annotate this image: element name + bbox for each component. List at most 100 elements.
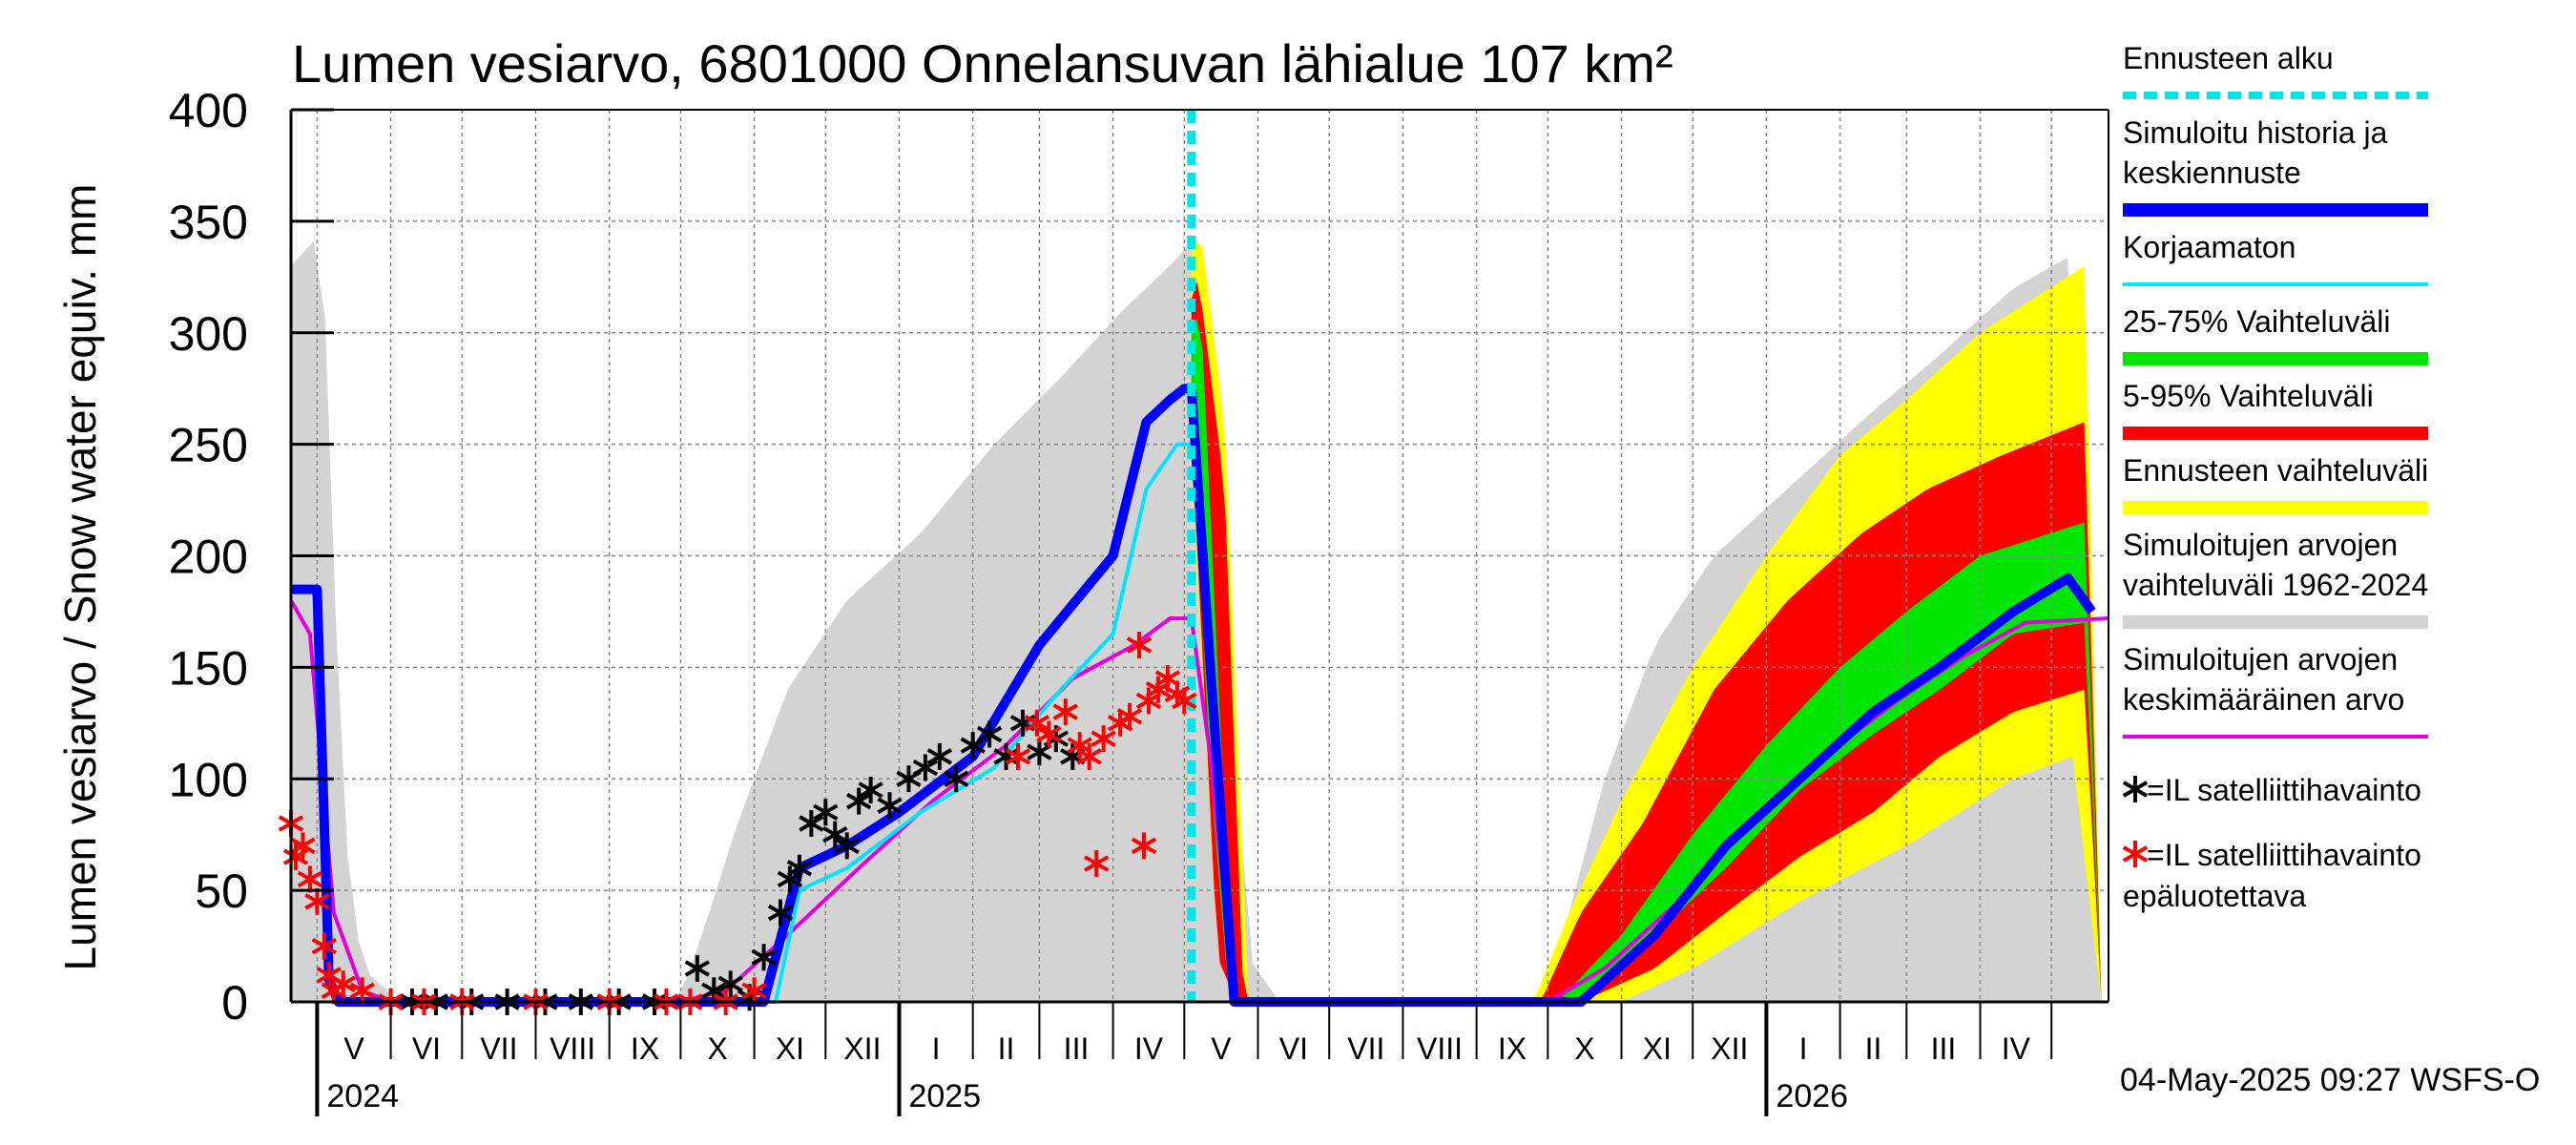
y-tick-label: 400 — [169, 84, 248, 137]
month-label: XII — [1711, 1031, 1748, 1066]
legend-item-4: 5-95% Vaihteluväli — [2123, 379, 2428, 440]
month-label: III — [1931, 1031, 1957, 1066]
observation-point — [1116, 702, 1143, 730]
month-label: IX — [631, 1031, 659, 1066]
legend-item-3: 25-75% Vaihteluväli — [2123, 304, 2428, 365]
month-label: IV — [2002, 1031, 2031, 1066]
observation-point — [751, 944, 777, 971]
marker-stroke — [926, 748, 953, 765]
marker-stroke — [1154, 670, 1181, 687]
legend-label: Simuloitu historia ja — [2123, 115, 2388, 150]
marker-stroke — [1116, 708, 1143, 725]
observation-point — [1005, 742, 1031, 770]
legend-item-2: Korjaamaton — [2123, 230, 2428, 286]
observation-point — [1131, 832, 1157, 860]
legend-item-7: Simuloitujen arvojen keskimääräinen arvo — [2123, 642, 2428, 739]
observation-point — [349, 977, 375, 1005]
observation-point — [1036, 720, 1062, 748]
month-label: XI — [776, 1031, 804, 1066]
month-label: VIII — [1417, 1031, 1463, 1066]
observation-point — [1052, 698, 1078, 726]
observation-point — [304, 887, 330, 915]
legend-item-9: =IL satelliittihavainto epäluotettava — [2122, 838, 2421, 913]
observation-point — [912, 754, 939, 781]
month-label: X — [707, 1031, 727, 1066]
month-label: I — [932, 1031, 941, 1066]
observation-point — [330, 970, 356, 998]
marker-stroke — [786, 860, 813, 877]
legend-label: Korjaamaton — [2123, 230, 2296, 264]
marker-stroke — [1067, 737, 1092, 754]
legend-marker — [2122, 776, 2149, 802]
year-label: 2026 — [1776, 1078, 1848, 1114]
legend-item-1: Simuloitu historia ja keskiennuste — [2123, 115, 2428, 217]
marker-stroke — [1091, 730, 1116, 747]
marker-stroke — [1126, 636, 1153, 654]
marker-stroke — [912, 759, 939, 777]
legend-item-5: Ennusteen vaihteluväli — [2123, 453, 2428, 514]
marker-stroke — [858, 781, 883, 799]
observation-point — [822, 821, 848, 848]
y-tick-label: 350 — [169, 196, 248, 249]
observation-point — [741, 977, 767, 1005]
observation-point — [1126, 632, 1153, 658]
month-label: VI — [412, 1031, 441, 1066]
legend-item-6: Simuloitujen arvojen vaihteluväli 1962-20… — [2123, 528, 2428, 629]
marker-stroke — [944, 770, 969, 787]
legend-label: Ennusteen alku — [2123, 41, 2334, 75]
observation-point — [976, 720, 1003, 748]
legend-label: 25-75% Vaihteluväli — [2123, 304, 2390, 339]
marker-stroke — [976, 725, 1003, 743]
observation-point — [845, 787, 872, 815]
series-line-2 — [291, 384, 2096, 1007]
legend: Ennusteen alku Simuloitu historia ja keski… — [2122, 41, 2428, 913]
legend-label: =IL satelliittihavainto — [2147, 838, 2421, 872]
marker-stroke — [799, 815, 824, 832]
observation-point — [1076, 742, 1102, 770]
marker-stroke — [1024, 715, 1050, 732]
marker-stroke — [311, 937, 338, 955]
marker-stroke — [767, 904, 794, 922]
legend-label-2: epäluotettava — [2123, 879, 2306, 913]
observation-point — [1091, 725, 1116, 753]
legend-label-2: keskimääräinen arvo — [2123, 682, 2404, 717]
month-label: II — [998, 1031, 1015, 1066]
legend-label: Simuloitujen arvojen — [2123, 528, 2398, 562]
marker-stroke — [701, 982, 727, 1000]
marker-stroke — [1076, 748, 1102, 765]
marker-stroke — [290, 837, 316, 855]
marker-stroke — [1052, 703, 1078, 720]
marker-stroke — [845, 792, 872, 810]
y-tick-label: 50 — [195, 864, 248, 918]
marker-stroke — [304, 893, 330, 910]
month-label: XI — [1643, 1031, 1672, 1066]
month-label: IV — [1134, 1031, 1164, 1066]
observation-point — [290, 832, 316, 860]
y-tick-label: 250 — [169, 419, 248, 472]
month-label: III — [1064, 1031, 1090, 1066]
marker-stroke — [1131, 837, 1157, 855]
marker-stroke — [1036, 725, 1062, 743]
observation-point — [1172, 687, 1197, 715]
y-tick-label: 150 — [169, 641, 248, 695]
legend-item-0: Ennusteen alku — [2123, 41, 2428, 99]
marker-stroke — [2122, 845, 2149, 863]
observation-point — [834, 832, 860, 860]
observation-point — [701, 977, 727, 1005]
y-tick-label: 300 — [169, 307, 248, 361]
range-bands — [291, 238, 2102, 1002]
marker-stroke — [717, 975, 743, 993]
marker-stroke — [822, 825, 848, 843]
marker-stroke — [741, 982, 767, 1000]
marker-stroke — [316, 967, 343, 984]
month-label: IX — [1498, 1031, 1527, 1066]
year-label: 2024 — [326, 1078, 399, 1114]
month-label: VII — [1347, 1031, 1384, 1066]
month-label: XII — [843, 1031, 881, 1066]
legend-label-2: keskiennuste — [2123, 156, 2301, 190]
marker-stroke — [834, 837, 860, 855]
observation-point — [877, 792, 903, 820]
observation-point — [767, 899, 794, 926]
month-label: I — [1799, 1031, 1808, 1066]
